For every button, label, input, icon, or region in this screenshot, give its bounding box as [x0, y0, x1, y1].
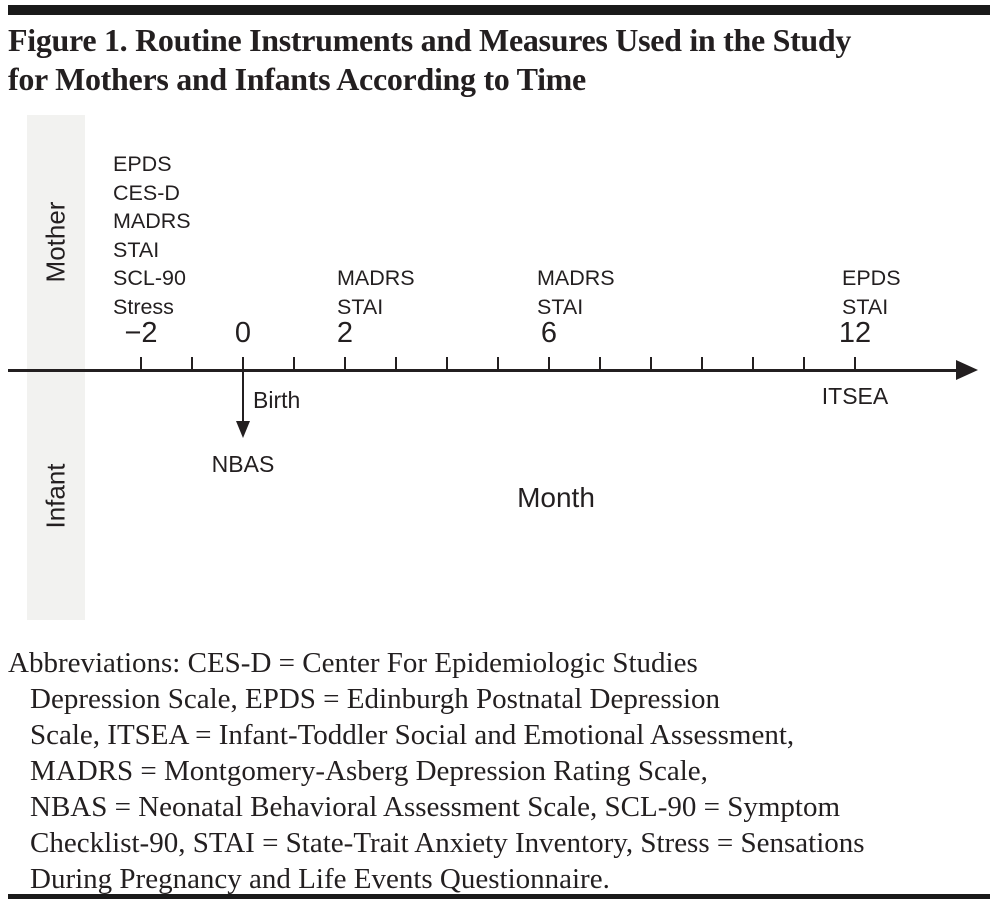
abbreviations-line: Abbreviations: CES-D = Center For Epidem… — [8, 647, 698, 679]
abbreviations-line: NBAS = Neonatal Behavioral Assessment Sc… — [30, 791, 841, 823]
abbreviations-line: Scale, ITSEA = Infant-Toddler Social and… — [30, 719, 795, 751]
infant-row-label: Infant — [40, 463, 71, 529]
axis-tick-label: 0 — [234, 317, 252, 349]
figure-title-line1: Figure 1. Routine Instruments and Measur… — [8, 22, 852, 58]
figure-title: Figure 1. Routine Instruments and Measur… — [8, 21, 851, 99]
axis-tick — [854, 357, 856, 369]
row-band — [27, 115, 85, 620]
abbreviations: Abbreviations: CES-D = Center For Epidem… — [8, 645, 996, 897]
axis-tick — [446, 357, 448, 369]
timeline-axis — [8, 369, 960, 372]
mother-measure-group: EPDS STAI — [842, 264, 901, 321]
axis-unit-label: Month — [517, 482, 595, 513]
mother-row-label: Mother — [40, 201, 71, 283]
axis-tick — [803, 357, 805, 369]
axis-arrowhead-icon — [956, 360, 978, 380]
infant-measure-label: ITSEA — [821, 383, 889, 409]
measure-label: MADRS — [113, 209, 191, 233]
axis-tick — [191, 357, 193, 369]
top-rule — [8, 5, 990, 15]
bottom-rule — [8, 894, 990, 899]
measure-label: STAI — [537, 294, 584, 319]
birth-label: Birth — [253, 387, 301, 413]
axis-tick — [293, 357, 295, 369]
abbreviations-line: Checklist-90, STAI = State-Trait Anxiety… — [30, 827, 865, 859]
measure-label: MADRS — [337, 266, 415, 290]
measure-label: CES-D — [113, 180, 180, 205]
measure-label: EPDS — [113, 152, 172, 176]
birth-arrow-line — [242, 372, 244, 423]
mother-measure-group: MADRS STAI — [537, 264, 615, 321]
measure-label: STAI — [113, 237, 160, 262]
mother-measure-group: EPDS CES-D MADRS STAI SCL-90 Stress — [113, 150, 191, 321]
axis-tick — [752, 357, 754, 369]
axis-tick — [140, 357, 142, 369]
figure-title-line2: for Mothers and Infants According to Tim… — [8, 61, 586, 97]
abbreviations-line: Depression Scale, EPDS = Edinburgh Postn… — [30, 683, 720, 715]
axis-tick-label: 2 — [336, 317, 354, 349]
axis-tick-label: 12 — [838, 317, 872, 349]
measure-label: EPDS — [842, 266, 901, 290]
axis-tick — [599, 357, 601, 369]
measure-label: STAI — [842, 294, 889, 319]
axis-tick — [344, 357, 346, 369]
birth-arrowhead-icon — [236, 421, 250, 438]
axis-tick — [497, 357, 499, 369]
axis-tick — [395, 357, 397, 369]
infant-measure-label: NBAS — [211, 451, 275, 477]
abbreviations-line: MADRS = Montgomery-Asberg Depression Rat… — [30, 755, 708, 787]
mother-measure-group: MADRS STAI — [337, 264, 415, 321]
axis-tick — [650, 357, 652, 369]
axis-tick — [548, 357, 550, 369]
axis-tick-label: −2 — [124, 317, 158, 349]
measure-label: SCL-90 — [113, 266, 186, 290]
axis-tick — [242, 357, 244, 369]
measure-label: Stress — [113, 294, 174, 319]
measure-label: STAI — [337, 294, 384, 319]
axis-tick — [701, 357, 703, 369]
abbreviations-line: During Pregnancy and Life Events Questio… — [30, 863, 610, 895]
measure-label: MADRS — [537, 266, 615, 290]
axis-tick-label: 6 — [540, 317, 558, 349]
